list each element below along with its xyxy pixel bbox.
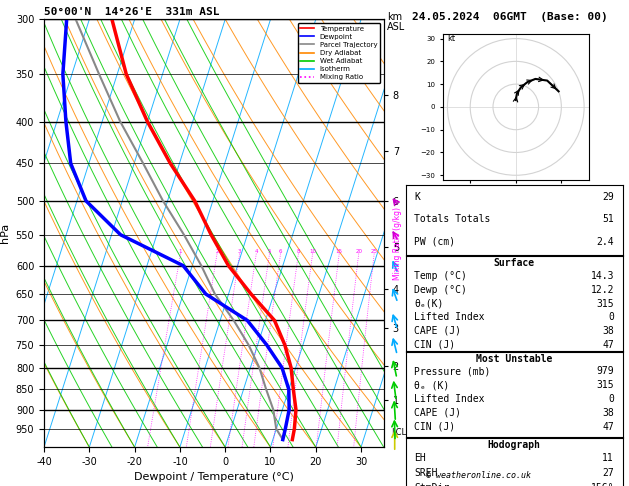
Text: θₑ (K): θₑ (K) (415, 380, 450, 390)
Text: kt: kt (447, 34, 455, 43)
Text: 29: 29 (603, 191, 614, 202)
Text: 24.05.2024  06GMT  (Base: 00): 24.05.2024 06GMT (Base: 00) (412, 12, 608, 22)
Text: 10: 10 (309, 249, 316, 254)
Text: K: K (415, 191, 420, 202)
Text: Lifted Index: Lifted Index (415, 312, 485, 322)
Text: Mixing Ratio (g/kg): Mixing Ratio (g/kg) (393, 207, 402, 279)
Text: 1: 1 (179, 249, 182, 254)
Text: 3: 3 (238, 249, 242, 254)
Text: 25: 25 (370, 249, 377, 254)
Text: 2.4: 2.4 (596, 237, 614, 247)
Text: ASL: ASL (387, 22, 405, 32)
Text: LCL: LCL (391, 428, 406, 437)
Text: CAPE (J): CAPE (J) (415, 408, 462, 418)
Text: 14.3: 14.3 (591, 271, 614, 281)
Text: 2: 2 (215, 249, 219, 254)
Text: Hodograph: Hodograph (487, 440, 541, 451)
Text: Surface: Surface (494, 258, 535, 268)
Text: Totals Totals: Totals Totals (415, 214, 491, 224)
Text: EH: EH (415, 453, 426, 463)
Text: 38: 38 (603, 408, 614, 418)
Text: 315: 315 (596, 380, 614, 390)
Text: 51: 51 (603, 214, 614, 224)
Text: Most Unstable: Most Unstable (476, 354, 552, 364)
Text: 12.2: 12.2 (591, 285, 614, 295)
Text: Lifted Index: Lifted Index (415, 394, 485, 404)
Text: CIN (J): CIN (J) (415, 421, 455, 432)
Text: 156°: 156° (591, 483, 614, 486)
Text: © weatheronline.co.uk: © weatheronline.co.uk (426, 471, 530, 480)
Text: 0: 0 (608, 394, 614, 404)
Text: 27: 27 (603, 468, 614, 478)
Text: θₑ(K): θₑ(K) (415, 298, 444, 309)
Text: StmDir: StmDir (415, 483, 450, 486)
Y-axis label: hPa: hPa (0, 223, 10, 243)
Text: PW (cm): PW (cm) (415, 237, 455, 247)
Text: Pressure (mb): Pressure (mb) (415, 366, 491, 377)
Text: 5: 5 (268, 249, 271, 254)
Text: 15: 15 (336, 249, 343, 254)
Text: km: km (387, 12, 402, 22)
Text: Temp (°C): Temp (°C) (415, 271, 467, 281)
Text: 6: 6 (279, 249, 282, 254)
Text: 4: 4 (255, 249, 258, 254)
Text: Dewp (°C): Dewp (°C) (415, 285, 467, 295)
X-axis label: Dewpoint / Temperature (°C): Dewpoint / Temperature (°C) (134, 472, 294, 483)
Text: SREH: SREH (415, 468, 438, 478)
Legend: Temperature, Dewpoint, Parcel Trajectory, Dry Adiabat, Wet Adiabat, Isotherm, Mi: Temperature, Dewpoint, Parcel Trajectory… (298, 23, 380, 83)
Text: 50°00'N  14°26'E  331m ASL: 50°00'N 14°26'E 331m ASL (44, 7, 220, 17)
Text: 315: 315 (596, 298, 614, 309)
Text: 20: 20 (355, 249, 362, 254)
Text: 47: 47 (603, 421, 614, 432)
Text: CIN (J): CIN (J) (415, 340, 455, 350)
Text: 0: 0 (608, 312, 614, 322)
Text: 38: 38 (603, 326, 614, 336)
Text: 8: 8 (297, 249, 300, 254)
Text: 11: 11 (603, 453, 614, 463)
Text: CAPE (J): CAPE (J) (415, 326, 462, 336)
Text: 979: 979 (596, 366, 614, 377)
Text: 47: 47 (603, 340, 614, 350)
